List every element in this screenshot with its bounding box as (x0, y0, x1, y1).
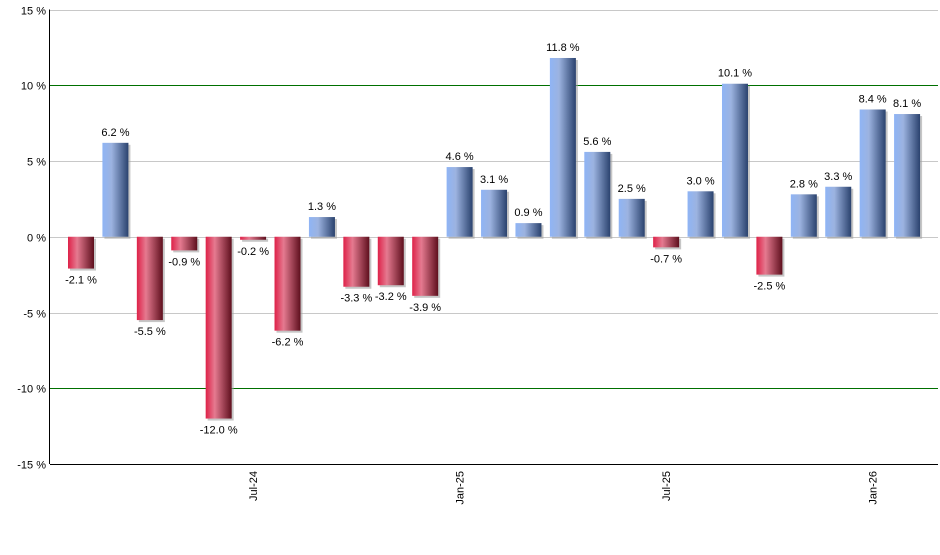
data-label: 3.0 % (686, 175, 714, 187)
data-label: 2.8 % (790, 178, 818, 190)
data-labels: -2.1 % 6.2 % -5.5 % -0.9 % -12.0 % -0.2 % -6.2… (65, 42, 921, 437)
axes: 15 % 10 % 5 % 0 % -5 % -10 % -15 % Jul-24 Jan-25… (17, 6, 938, 505)
data-label: -0.9 % (168, 256, 200, 268)
bar (721, 83, 748, 237)
data-label: -2.5 % (754, 281, 786, 293)
bar (825, 186, 852, 237)
bar (343, 236, 370, 287)
bar (68, 236, 94, 269)
bar-shadow (242, 238, 269, 242)
bar (171, 236, 198, 251)
bar (790, 194, 817, 237)
y-tick-label: 10 % (21, 81, 46, 93)
bar (446, 167, 473, 237)
bar (653, 236, 680, 248)
data-label: 8.1 % (893, 98, 921, 110)
y-tick-label: -5 % (23, 309, 46, 321)
data-label: -0.7 % (650, 253, 682, 265)
data-label: 0.9 % (514, 207, 542, 219)
y-tick-label: -15 % (17, 460, 46, 472)
data-label: -5.5 % (134, 326, 166, 338)
bar (687, 191, 714, 237)
bar (274, 236, 301, 331)
data-label: -3.3 % (340, 293, 372, 305)
bar (515, 223, 542, 237)
y-tick-label: -10 % (17, 384, 46, 396)
data-label: 1.3 % (308, 201, 336, 213)
bars (68, 57, 923, 421)
bar (618, 198, 645, 237)
data-label: 2.5 % (618, 183, 646, 195)
y-tick-label: 15 % (21, 6, 46, 18)
data-label: -3.2 % (375, 291, 407, 303)
bar (412, 236, 439, 296)
data-label: 10.1 % (718, 68, 752, 80)
data-label: -6.2 % (272, 337, 304, 349)
bar (756, 236, 783, 275)
bar (549, 57, 576, 237)
bar (205, 236, 232, 419)
data-label: -2.1 % (65, 275, 97, 287)
bar (859, 109, 886, 237)
y-tick-label: 0 % (27, 233, 46, 245)
bar (102, 142, 129, 237)
bar (481, 189, 508, 237)
bar (894, 114, 921, 237)
x-tick-label: Jan-26 (868, 471, 880, 505)
bar (308, 217, 335, 237)
x-tick-label: Jan-25 (455, 471, 467, 505)
data-label: 6.2 % (101, 127, 129, 139)
data-label: 3.3 % (824, 171, 852, 183)
bar (584, 151, 611, 237)
data-label: 4.6 % (446, 151, 474, 163)
data-label: 3.1 % (480, 174, 508, 186)
data-label: 11.8 % (546, 42, 580, 54)
data-label: -0.2 % (237, 246, 269, 258)
y-tick-label: 5 % (27, 157, 46, 169)
bar (240, 236, 267, 240)
bar (377, 236, 404, 286)
bar (136, 236, 163, 321)
data-label: -12.0 % (200, 425, 238, 437)
data-label: 8.4 % (859, 93, 887, 105)
data-label: -3.9 % (409, 302, 441, 314)
gridlines (50, 10, 938, 389)
x-tick-label: Jul-25 (661, 471, 673, 501)
data-label: 5.6 % (583, 136, 611, 148)
x-tick-label: Jul-24 (248, 471, 260, 501)
